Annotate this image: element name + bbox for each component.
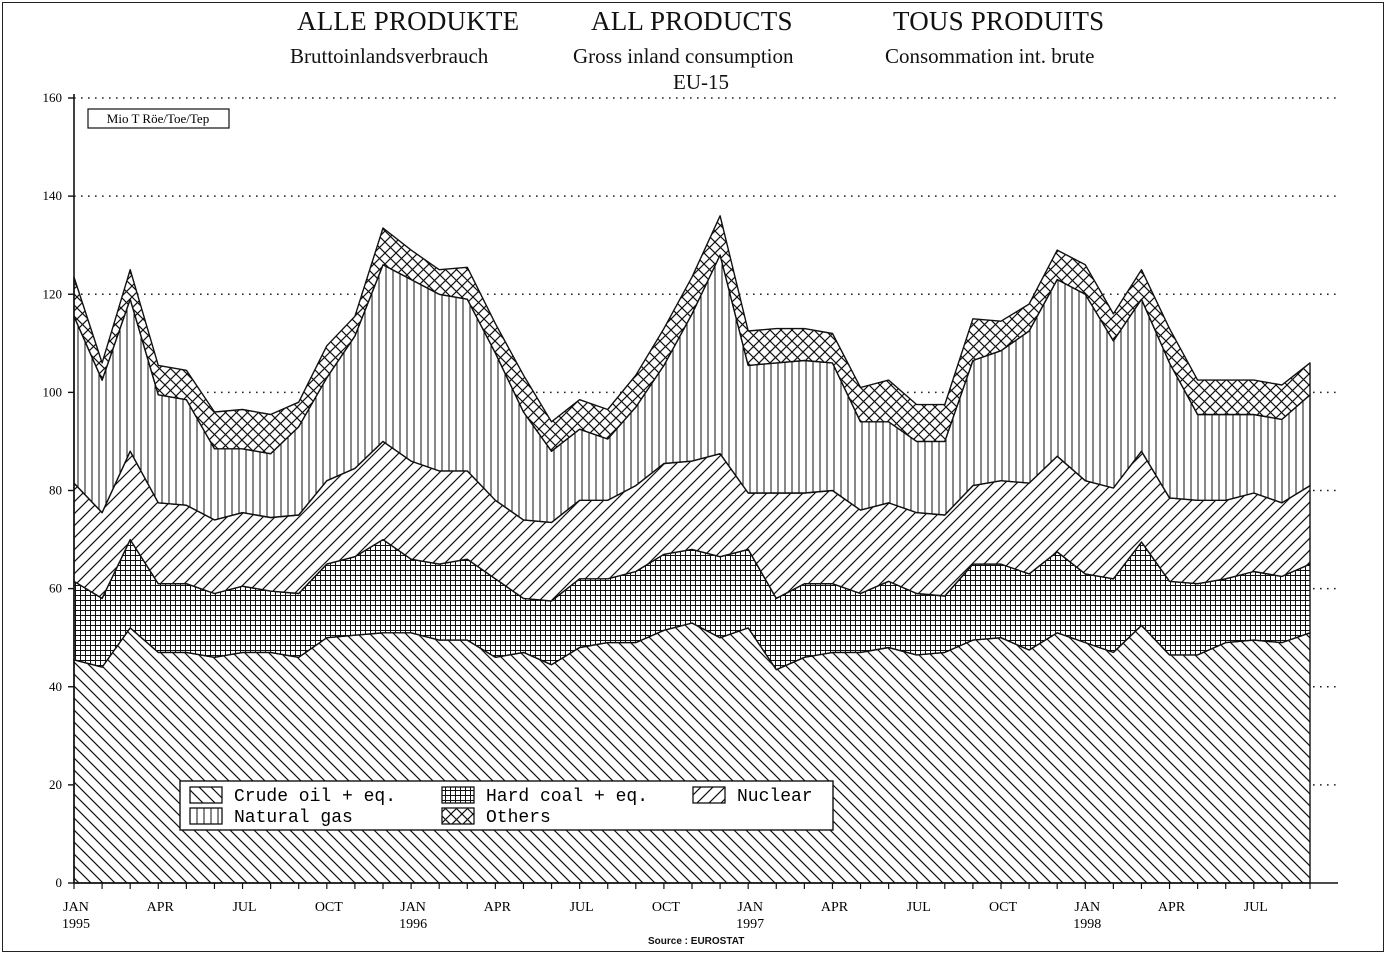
legend-label: Nuclear bbox=[737, 787, 813, 807]
x-tick-label: OCT bbox=[652, 900, 680, 915]
source-note: Source : EUROSTAT bbox=[648, 936, 745, 947]
x-tick-label: JAN bbox=[400, 900, 426, 915]
x-tick-year-label: 1997 bbox=[736, 917, 764, 932]
legend-label: Crude oil + eq. bbox=[234, 787, 396, 807]
x-tick-label: JUL bbox=[232, 900, 256, 915]
y-tick-label: 120 bbox=[43, 286, 63, 301]
title-fr: TOUS PRODUITS bbox=[893, 6, 1105, 36]
subtitle-de: Bruttoinlandsverbrauch bbox=[290, 44, 489, 68]
x-tick-year-label: 1996 bbox=[399, 917, 427, 932]
y-tick-label: 100 bbox=[43, 384, 63, 399]
unit-label: Mio T Röe/Toe/Tep bbox=[107, 111, 209, 126]
legend: Crude oil + eq. Hard coal + eq. Nuclear Nat… bbox=[179, 780, 834, 831]
title-de: ALLE PRODUKTE bbox=[297, 6, 520, 36]
subtitle-region: EU-15 bbox=[673, 70, 729, 94]
legend-label: Natural gas bbox=[234, 808, 353, 828]
legend-label: Hard coal + eq. bbox=[486, 787, 648, 807]
axes: 0 20 40 60 80 100 120 140 160 JAN 1995 APR JUL OCT JAN… bbox=[43, 90, 1338, 932]
y-tick-label: 40 bbox=[49, 679, 62, 694]
legend-box bbox=[179, 780, 834, 831]
legend-swatch bbox=[692, 786, 726, 804]
legend-swatch bbox=[441, 807, 475, 825]
y-tick-label: 140 bbox=[43, 188, 63, 203]
unit-label-box: Mio T Röe/Toe/Tep bbox=[87, 108, 230, 129]
y-tick-label: 160 bbox=[43, 90, 63, 105]
y-tick-label: 20 bbox=[49, 777, 62, 792]
x-tick-label: APR bbox=[1158, 900, 1186, 915]
x-tick-year-label: 1995 bbox=[62, 917, 90, 932]
x-tick-label: JAN bbox=[737, 900, 763, 915]
subtitle-en: Gross inland consumption bbox=[573, 44, 794, 68]
x-tick-label: JAN bbox=[1074, 900, 1100, 915]
x-tick-label: JUL bbox=[1244, 900, 1268, 915]
x-tick-label: OCT bbox=[315, 900, 343, 915]
y-tick-label: 60 bbox=[49, 581, 62, 596]
x-tick-label: JAN bbox=[63, 900, 89, 915]
legend-label: Others bbox=[486, 808, 551, 828]
legend-swatch bbox=[189, 786, 223, 804]
subtitle-fr: Consommation int. brute bbox=[885, 44, 1095, 68]
x-tick-label: JUL bbox=[907, 900, 931, 915]
y-tick-label: 0 bbox=[56, 875, 63, 890]
y-tick-label: 80 bbox=[49, 483, 62, 498]
legend-swatch bbox=[441, 786, 475, 804]
x-tick-label: OCT bbox=[989, 900, 1017, 915]
x-tick-label: APR bbox=[147, 900, 175, 915]
x-tick-label: APR bbox=[821, 900, 849, 915]
x-tick-label: JUL bbox=[570, 900, 594, 915]
legend-swatch bbox=[189, 807, 223, 825]
series-area-0 bbox=[73, 622, 1311, 884]
unit-box bbox=[87, 108, 230, 129]
title-en: ALL PRODUCTS bbox=[591, 6, 793, 36]
x-tick-year-label: 1998 bbox=[1073, 917, 1101, 932]
series-area-4 bbox=[73, 215, 1311, 455]
x-tick-label: APR bbox=[484, 900, 512, 915]
